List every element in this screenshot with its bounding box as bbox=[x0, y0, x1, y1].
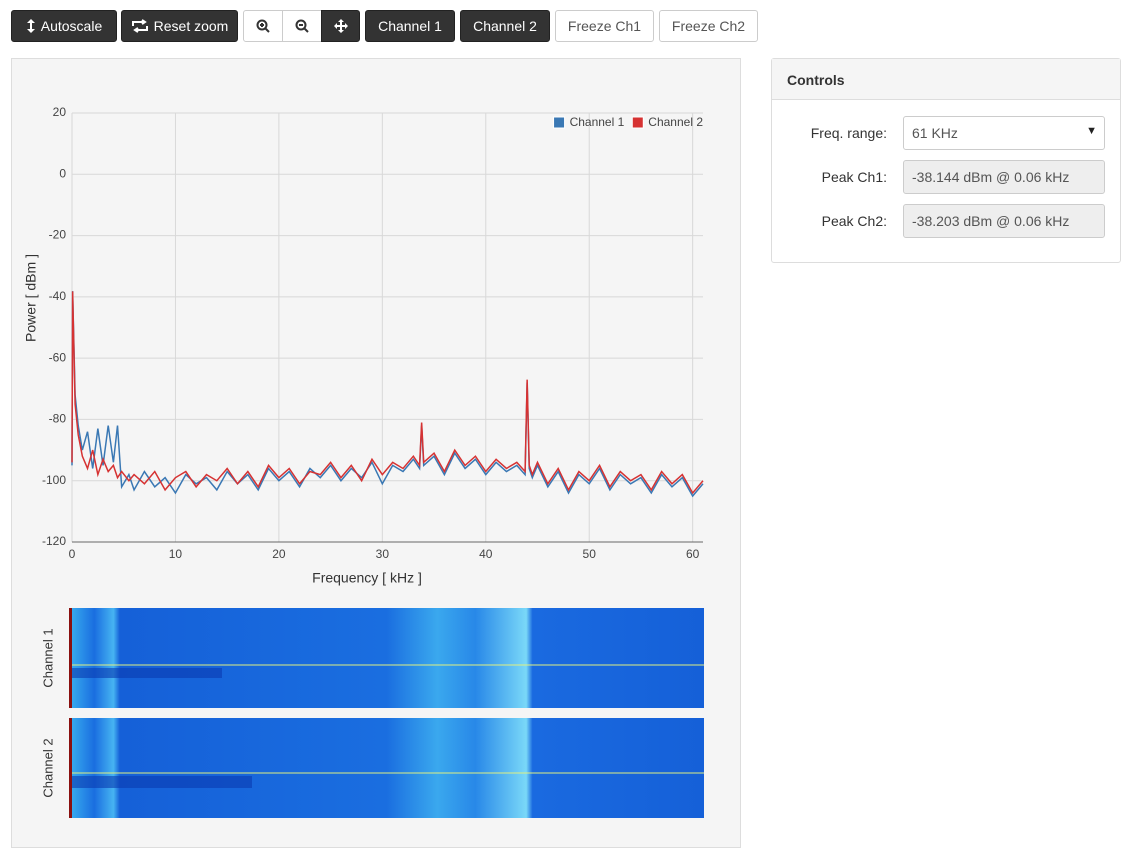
button-label: Reset zoom bbox=[153, 18, 229, 34]
peak-ch1-field: -38.144 dBm @ 0.06 kHz bbox=[903, 160, 1105, 194]
freeze-ch2-button[interactable]: Freeze Ch2 bbox=[659, 10, 758, 42]
control-row: Peak Ch2: -38.203 dBm @ 0.06 kHz bbox=[772, 204, 1120, 238]
button-label: Channel 2 bbox=[473, 18, 537, 34]
y-tick-label: -120 bbox=[42, 534, 66, 548]
y-tick-label: -80 bbox=[49, 412, 67, 426]
channel2-button[interactable]: Channel 2 bbox=[460, 10, 550, 42]
button-label: Freeze Ch1 bbox=[567, 18, 642, 34]
spectrogram bbox=[69, 718, 704, 818]
legend-label: Channel 2 bbox=[648, 115, 703, 129]
icon bbox=[295, 19, 309, 33]
control-row: Peak Ch1: -38.144 dBm @ 0.06 kHz bbox=[772, 160, 1120, 194]
spectrogram-band bbox=[72, 776, 252, 788]
x-tick-label: 20 bbox=[272, 547, 286, 561]
button-label: Freeze Ch2 bbox=[671, 18, 746, 34]
spectrogram-edge bbox=[69, 718, 72, 818]
control-label: Freq. range: bbox=[810, 125, 887, 141]
y-axis-label: Power [ dBm ] bbox=[23, 254, 39, 342]
spectrogram-label: Channel 2 bbox=[40, 738, 55, 797]
x-tick-label: 0 bbox=[69, 547, 76, 561]
y-tick-label: -20 bbox=[49, 228, 67, 242]
spectrogram-edge bbox=[69, 608, 72, 708]
reset-zoom-button[interactable]: Reset zoom bbox=[121, 10, 238, 42]
icon bbox=[26, 19, 35, 33]
legend-swatch bbox=[631, 116, 644, 129]
x-tick-label: 40 bbox=[479, 547, 493, 561]
channel1-button[interactable]: Channel 1 bbox=[365, 10, 455, 42]
icon bbox=[131, 19, 148, 33]
pan-button[interactable] bbox=[321, 10, 360, 42]
peak-ch2-field: -38.203 dBm @ 0.06 kHz bbox=[903, 204, 1105, 238]
autoscale-button[interactable]: Autoscale bbox=[11, 10, 117, 42]
y-tick-label: -100 bbox=[42, 473, 66, 487]
y-tick-label: -40 bbox=[49, 289, 67, 303]
spectrogram bbox=[69, 608, 704, 708]
x-axis-label: Frequency [ kHz ] bbox=[312, 570, 422, 586]
y-tick-label: 0 bbox=[59, 166, 66, 180]
controls-panel: Controls Freq. range: 61 KHz ▼ Peak Ch1: -3… bbox=[771, 58, 1121, 263]
chart: Channel 1 Channel 2 Frequency [ kHz ] Po… bbox=[23, 105, 704, 818]
y-tick-label: 20 bbox=[53, 105, 67, 119]
control-label: Peak Ch1: bbox=[821, 169, 887, 185]
icon bbox=[256, 19, 270, 33]
zoom-out-button[interactable] bbox=[282, 10, 322, 42]
y-tick-label: -60 bbox=[49, 350, 67, 364]
legend-swatch bbox=[553, 116, 566, 129]
select-value: 61 KHz bbox=[912, 125, 958, 141]
plot-area bbox=[72, 113, 703, 542]
x-tick-label: 30 bbox=[376, 547, 390, 561]
chart-panel: Channel 1 Channel 2 Frequency [ kHz ] Po… bbox=[11, 58, 741, 848]
icon bbox=[333, 19, 348, 33]
legend-label: Channel 1 bbox=[570, 115, 625, 129]
control-row: Freq. range: 61 KHz ▼ bbox=[772, 116, 1120, 150]
zoom-in-button[interactable] bbox=[243, 10, 283, 42]
controls-title: Controls bbox=[772, 59, 1120, 100]
freq-range-select[interactable]: 61 KHz ▼ bbox=[903, 116, 1105, 150]
spectrogram-label: Channel 1 bbox=[40, 628, 55, 687]
button-label: Channel 1 bbox=[378, 18, 442, 34]
spectrogram-band bbox=[72, 668, 222, 678]
x-tick-label: 10 bbox=[169, 547, 183, 561]
series-line bbox=[71, 291, 704, 495]
x-tick-label: 60 bbox=[686, 547, 700, 561]
control-label: Peak Ch2: bbox=[821, 213, 887, 229]
freeze-ch1-button[interactable]: Freeze Ch1 bbox=[555, 10, 654, 42]
select-arrow: ▼ bbox=[1086, 125, 1097, 137]
series-line bbox=[71, 291, 704, 498]
x-tick-label: 50 bbox=[583, 547, 597, 561]
button-label: Autoscale bbox=[40, 18, 103, 34]
